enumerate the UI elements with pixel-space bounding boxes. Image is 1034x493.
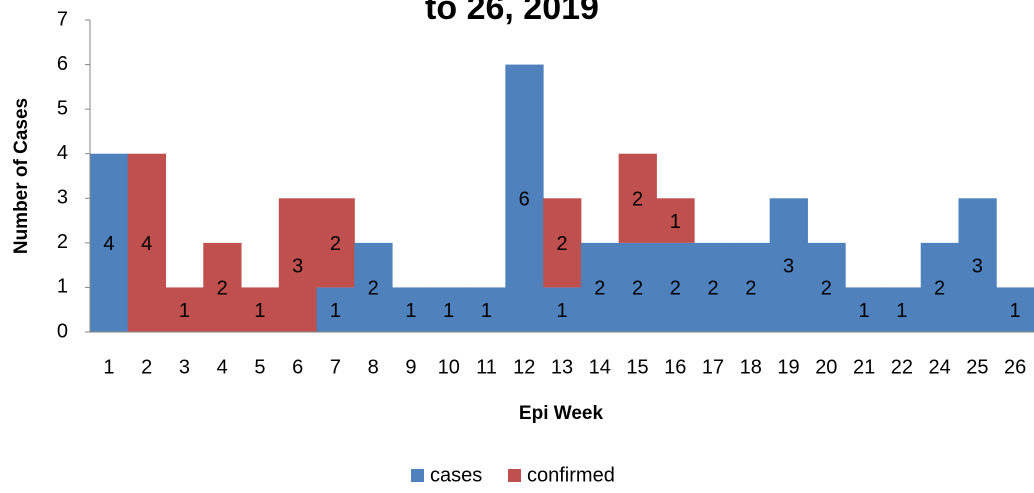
y-tick-label: 1 [57,276,68,298]
bar [958,198,997,332]
x-tick-label: 25 [966,356,988,378]
bar [316,287,355,332]
data-label: 1 [896,300,907,322]
legend-label: cases [430,464,482,486]
x-tick-label: 3 [179,356,190,378]
x-tick-label: 15 [626,356,648,378]
x-tick-label: 18 [740,356,762,378]
y-tick-label: 2 [57,231,68,253]
data-label: 2 [934,278,945,300]
x-tick-label: 16 [664,356,686,378]
legend-label: confirmed [527,464,615,486]
chart-title: to 26, 2019 [425,0,599,27]
x-tick-label: 14 [589,356,611,378]
data-label: 2 [707,278,718,300]
bar [316,198,355,288]
data-label: 1 [179,300,190,322]
data-label: 1 [670,211,681,233]
data-label: 1 [481,300,492,322]
data-label: 1 [859,300,870,322]
data-label: 4 [103,233,114,255]
data-label: 1 [405,300,416,322]
bar [618,242,657,332]
data-label: 4 [141,233,152,255]
bar [845,287,884,332]
x-axis-title: Epi Week [519,403,604,424]
bar [203,242,242,332]
bar [731,242,771,332]
y-tick-label: 7 [57,8,68,30]
data-label: 3 [783,255,794,277]
x-tick-label: 4 [217,356,228,378]
bar [505,64,544,333]
x-tick-label: 9 [405,356,416,378]
bar [807,242,846,332]
bar [278,198,318,332]
x-tick-label: 22 [891,356,913,378]
x-tick-label: 10 [438,356,460,378]
data-label: 2 [594,278,605,300]
x-tick-label: 1 [103,356,114,378]
data-label: 2 [745,278,756,300]
bar [580,242,620,332]
data-label: 2 [632,189,643,211]
bar [354,242,393,332]
data-label: 2 [368,278,379,300]
data-label: 1 [556,300,567,322]
bar [392,287,431,332]
data-label: 1 [254,300,265,322]
x-tick-label: 11 [476,356,497,378]
x-tick-label: 26 [1004,356,1026,378]
data-label: 3 [292,255,303,277]
data-label: 2 [556,233,567,255]
x-tick-label: 17 [702,356,724,378]
y-tick-label: 6 [57,53,68,75]
y-tick-label: 5 [57,97,68,119]
x-tick-label: 12 [513,356,535,378]
legend-swatch [411,469,424,482]
x-tick-label: 13 [551,356,573,378]
bar [920,242,959,332]
legend-swatch [508,469,521,482]
data-label: 2 [670,278,681,300]
bar [618,153,657,243]
y-axis-title: Number of Cases [11,98,32,254]
data-label: 2 [632,278,643,300]
data-label: 1 [330,300,341,322]
x-tick-label: 21 [853,356,875,378]
data-label: 2 [217,278,228,300]
bar [241,287,280,332]
bar [429,287,469,332]
bar [90,153,129,332]
bar [694,242,733,332]
y-tick-label: 4 [57,142,68,164]
x-tick-label: 5 [254,356,265,378]
data-label: 1 [1010,300,1021,322]
data-label: 3 [972,255,983,277]
data-label: 1 [443,300,454,322]
y-tick-label: 0 [57,320,68,342]
x-tick-label: 24 [928,356,950,378]
data-label: 2 [330,233,341,255]
x-tick-label: 2 [141,356,152,378]
y-tick-label: 3 [57,187,68,209]
bar [127,153,167,332]
bar [467,287,506,332]
bar [769,198,808,332]
bar [656,242,695,332]
data-label: 6 [519,189,530,211]
bar [543,198,582,288]
x-tick-label: 8 [368,356,379,378]
x-tick-label: 6 [292,356,303,378]
x-tick-label: 19 [777,356,799,378]
bar [996,287,1034,332]
x-tick-label: 7 [330,356,341,378]
data-label: 2 [821,278,832,300]
x-tick-label: 20 [815,356,837,378]
bar [656,198,695,243]
bar [882,287,922,332]
bar [543,287,582,332]
bar [165,287,204,332]
